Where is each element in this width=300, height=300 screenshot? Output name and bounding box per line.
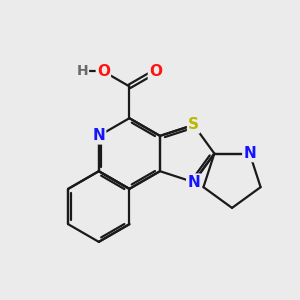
Text: H: H: [76, 64, 88, 78]
Text: O: O: [97, 64, 110, 79]
Text: O: O: [149, 64, 162, 79]
Text: N: N: [243, 146, 256, 161]
Text: S: S: [188, 117, 199, 132]
Text: N: N: [187, 175, 200, 190]
Text: N: N: [92, 128, 105, 143]
